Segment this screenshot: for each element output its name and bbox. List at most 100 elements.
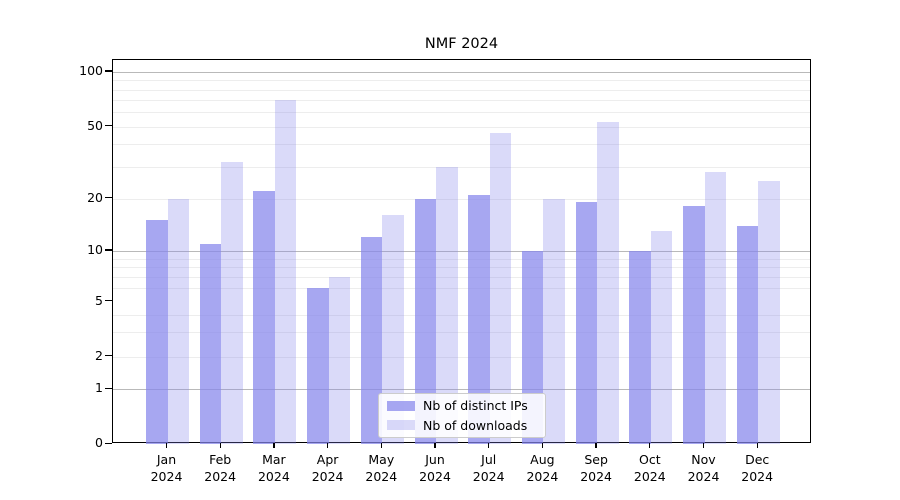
y-tick-mark-2	[105, 354, 112, 357]
legend-swatch-downloads-icon	[387, 420, 415, 430]
y-tick-label-5: 5	[95, 292, 103, 308]
x-tick-label-dec: Dec 2024	[729, 451, 785, 485]
y-tick-mark-0	[105, 442, 112, 444]
x-tick-year: 2024	[311, 469, 344, 485]
gridline-minor-3	[113, 332, 810, 334]
gridline-minor-7	[113, 277, 810, 279]
legend-swatch-distinct-ips-icon	[387, 401, 415, 411]
legend-row-downloads: Nb of downloads	[379, 418, 545, 433]
gridline-minor-40	[113, 144, 810, 146]
bar-downloads-jan	[167, 198, 189, 445]
y-tick-mark-10	[105, 249, 112, 251]
x-tick-label-apr: Apr 2024	[300, 451, 356, 485]
gridline-minor-2	[113, 356, 810, 358]
bar-ips-dec	[736, 225, 759, 445]
bar-downloads-sep	[597, 122, 619, 445]
x-tick-mark-aug	[541, 443, 544, 449]
gridline-minor-50	[113, 126, 810, 128]
x-tick-label-jun: Jun 2024	[407, 451, 463, 485]
x-tick-month: Nov	[691, 452, 716, 468]
bar-downloads-dec	[758, 180, 780, 445]
x-tick-label-aug: Aug 2024	[514, 451, 570, 485]
gridline-minor-60	[113, 112, 810, 114]
x-tick-month: Jun	[425, 452, 445, 468]
x-tick-mark-mar	[273, 443, 275, 449]
bar-ips-may	[360, 237, 383, 445]
x-tick-month: Aug	[530, 452, 555, 468]
x-tick-year: 2024	[150, 469, 183, 485]
x-tick-month: Dec	[745, 452, 770, 468]
gridline-minor-70	[113, 100, 810, 102]
bar-downloads-jun	[436, 166, 458, 445]
legend: Nb of distinct IPs Nb of downloads	[378, 393, 546, 438]
y-tick-label-50: 50	[87, 117, 103, 133]
x-tick-label-oct: Oct 2024	[622, 451, 678, 485]
x-tick-mark-nov	[702, 443, 705, 449]
gridline-minor-90	[113, 80, 810, 82]
bar-downloads-feb	[221, 161, 243, 445]
bar-ips-nov	[683, 206, 705, 445]
x-tick-month: Oct	[638, 452, 661, 468]
x-tick-month: Jan	[156, 452, 177, 468]
y-tick-label-2: 2	[95, 347, 103, 363]
legend-label-downloads: Nb of downloads	[423, 417, 528, 433]
x-tick-mark-may	[380, 443, 382, 449]
y-tick-label-0: 0	[95, 435, 103, 451]
y-tick-mark-100	[105, 70, 112, 72]
x-tick-month: Apr	[316, 452, 339, 468]
gridline-minor-6	[113, 288, 810, 290]
x-tick-month: Jul	[481, 452, 497, 468]
x-tick-label-mar: Mar 2024	[246, 451, 302, 485]
plot-area	[112, 59, 811, 445]
y-tick-label-100: 100	[79, 63, 103, 78]
y-tick-mark-5	[105, 300, 112, 302]
x-tick-label-sep: Sep 2024	[568, 451, 624, 485]
x-tick-label-nov: Nov 2024	[676, 451, 732, 485]
gridline-minor-20	[113, 198, 810, 200]
bar-downloads-aug	[543, 198, 565, 445]
gridline-minor-8	[113, 267, 810, 269]
bar-ips-apr	[307, 288, 329, 445]
x-tick-label-jul: Jul 2024	[461, 451, 517, 485]
gridline-major-10	[113, 251, 810, 252]
legend-row-distinct-ips: Nb of distinct IPs	[379, 398, 545, 413]
x-tick-year: 2024	[419, 469, 451, 485]
x-tick-mark-jun	[434, 443, 436, 449]
x-tick-mark-jan	[165, 443, 168, 449]
y-tick-mark-50	[105, 124, 112, 127]
x-tick-year: 2024	[687, 469, 720, 485]
x-tick-year: 2024	[257, 469, 290, 485]
y-tick-label-10: 10	[87, 242, 103, 257]
x-tick-mark-feb	[219, 443, 221, 449]
y-tick-mark-20	[105, 196, 112, 199]
bar-ips-jul	[468, 194, 490, 445]
x-tick-month: Mar	[262, 452, 286, 468]
gridline-major-100	[113, 72, 810, 73]
bar-ips-oct	[629, 251, 651, 445]
x-tick-year: 2024	[741, 469, 774, 485]
x-tick-year: 2024	[365, 469, 398, 485]
bar-ips-jan	[146, 220, 168, 445]
x-tick-mark-sep	[595, 443, 597, 449]
bar-downloads-mar	[274, 100, 297, 445]
x-tick-mark-dec	[756, 443, 758, 449]
x-tick-year: 2024	[526, 469, 559, 485]
x-tick-year: 2024	[633, 469, 666, 485]
x-tick-label-feb: Feb 2024	[192, 451, 248, 485]
y-tick-label-20: 20	[87, 189, 103, 205]
gridline-minor-4	[113, 315, 810, 317]
x-tick-year: 2024	[580, 469, 612, 485]
x-tick-month: May	[368, 452, 395, 468]
bar-downloads-apr	[328, 277, 351, 445]
gridline-major-1	[113, 389, 810, 391]
x-tick-month: Feb	[209, 452, 232, 468]
bar-downloads-oct	[650, 231, 673, 445]
x-tick-label-may: May 2024	[353, 451, 409, 485]
legend-label-distinct-ips: Nb of distinct IPs	[423, 398, 528, 414]
bar-downloads-jul	[489, 133, 512, 445]
x-tick-mark-oct	[649, 443, 651, 449]
bar-ips-jun	[414, 198, 436, 445]
chart-title: NMF 2024	[424, 36, 499, 52]
bar-downloads-may	[382, 215, 404, 445]
